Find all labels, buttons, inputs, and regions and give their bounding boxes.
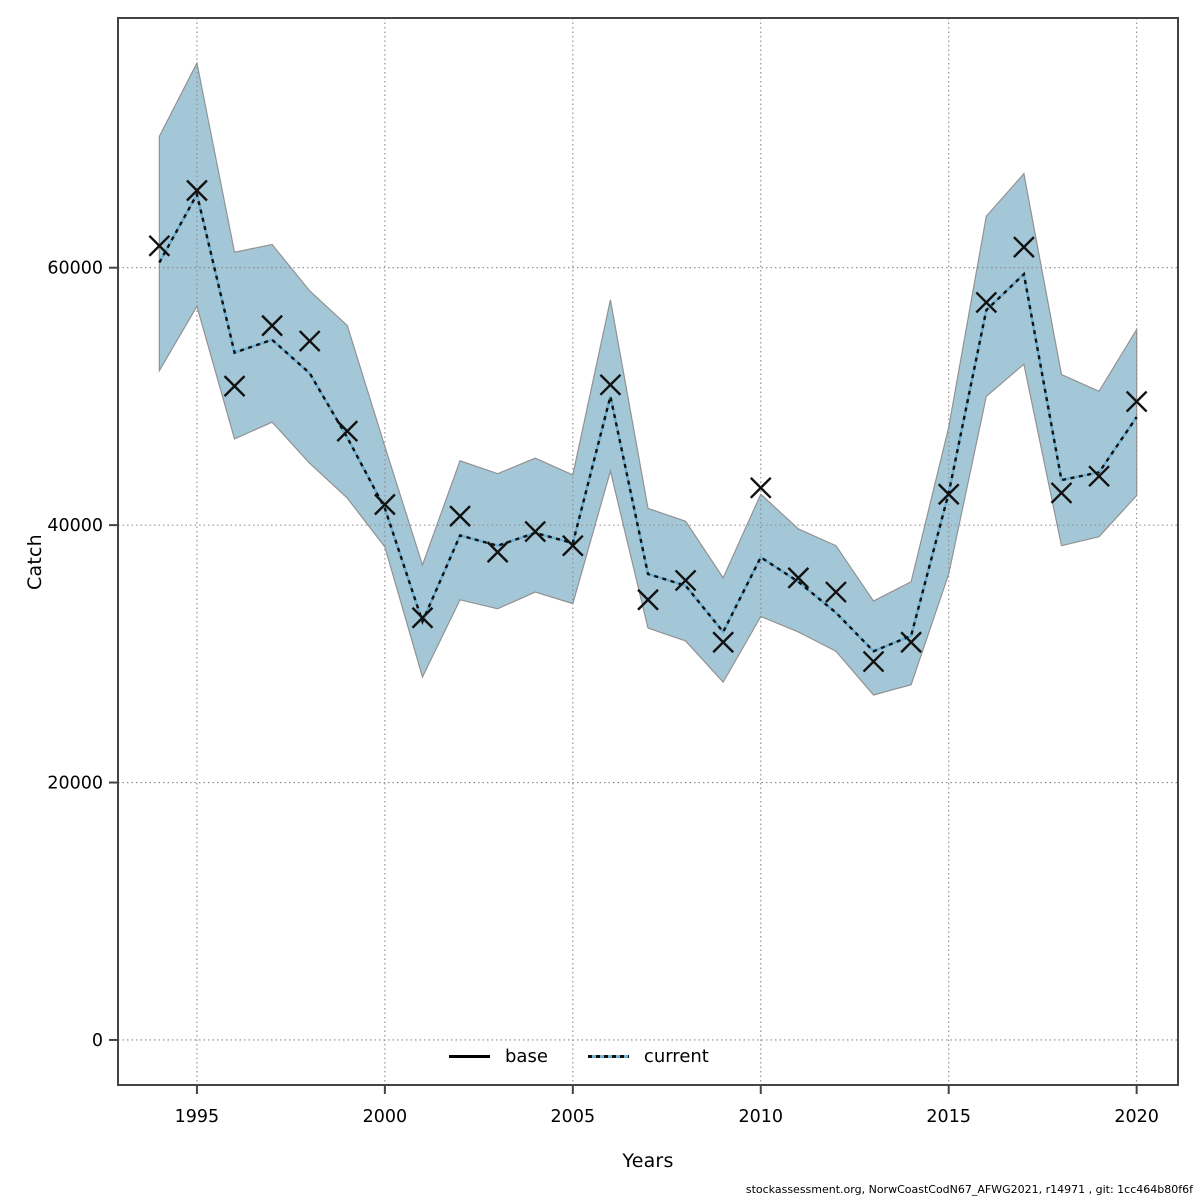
legend: base current bbox=[449, 1042, 749, 1070]
observed-catch-marker bbox=[561, 534, 584, 557]
x-tick-label: 2000 bbox=[363, 1107, 408, 1127]
legend-current-label: current bbox=[643, 1045, 709, 1067]
x-marker-stroke bbox=[561, 534, 584, 557]
x-marker-stroke bbox=[336, 420, 359, 443]
x-marker-stroke bbox=[674, 569, 697, 592]
x-marker-stroke bbox=[411, 606, 434, 629]
x-marker-stroke bbox=[712, 631, 735, 654]
x-marker-stroke bbox=[1013, 236, 1035, 258]
observed-catch-marker bbox=[298, 330, 321, 352]
y-tick-label: 60000 bbox=[47, 259, 103, 279]
observed-catch-marker bbox=[1013, 236, 1035, 258]
legend-base-label: base bbox=[505, 1045, 548, 1067]
observed-catch-marker bbox=[975, 291, 998, 314]
observed-catch-marker bbox=[599, 373, 622, 396]
observed-catch-marker bbox=[261, 314, 283, 337]
observed-catch-marker bbox=[336, 420, 359, 443]
x-marker-stroke bbox=[374, 493, 396, 516]
observed-catch-marker bbox=[411, 606, 434, 629]
x-marker-stroke bbox=[862, 650, 885, 673]
x-marker-stroke bbox=[1050, 482, 1073, 504]
observed-catch-marker bbox=[1125, 390, 1148, 413]
observed-catch-marker bbox=[374, 493, 396, 516]
observed-catch-marker bbox=[486, 541, 509, 563]
x-tick-label: 2010 bbox=[738, 1107, 783, 1127]
y-tick-label: 0 bbox=[92, 1031, 103, 1051]
x-marker-stroke bbox=[975, 291, 998, 314]
current-line bbox=[158, 191, 1138, 653]
y-axis-label: Catch bbox=[24, 534, 46, 590]
x-axis-label: Years bbox=[622, 1150, 674, 1172]
observed-catch-marker bbox=[1050, 482, 1073, 504]
observed-catch-marker bbox=[712, 631, 735, 654]
footer-attribution: stockassessment.org, NorwCoastCodN67_AFW… bbox=[745, 1183, 1193, 1196]
x-tick-label: 2020 bbox=[1114, 1107, 1159, 1127]
x-tick-label: 1995 bbox=[175, 1107, 220, 1127]
x-marker-stroke bbox=[186, 179, 208, 202]
x-marker-stroke bbox=[223, 375, 246, 397]
observed-catch-marker bbox=[186, 179, 208, 202]
x-tick-label: 2015 bbox=[926, 1107, 971, 1127]
x-marker-stroke bbox=[900, 631, 922, 654]
x-marker-stroke bbox=[1088, 465, 1110, 488]
observed-catch-marker bbox=[674, 569, 697, 592]
x-marker-stroke bbox=[787, 567, 810, 589]
x-marker-stroke bbox=[449, 505, 471, 527]
observed-catch-marker bbox=[449, 505, 471, 527]
x-marker-stroke bbox=[261, 314, 283, 337]
x-marker-stroke bbox=[749, 476, 772, 499]
x-marker-stroke bbox=[937, 483, 960, 506]
y-tick-label: 20000 bbox=[47, 774, 103, 794]
observed-catch-marker bbox=[749, 476, 772, 499]
y-tick-label: 40000 bbox=[47, 516, 103, 536]
x-marker-stroke bbox=[148, 234, 171, 257]
x-marker-stroke bbox=[524, 520, 547, 543]
observed-catch-marker bbox=[862, 650, 885, 673]
x-marker-stroke bbox=[637, 588, 659, 611]
x-marker-stroke bbox=[1125, 390, 1148, 413]
observed-catch-marker bbox=[148, 234, 171, 257]
observed-catch-marker bbox=[787, 567, 810, 589]
observed-catch-marker bbox=[524, 520, 547, 543]
observed-catch-marker bbox=[825, 581, 847, 603]
observed-catch-marker bbox=[900, 631, 922, 654]
legend-current-line-sample bbox=[587, 1054, 629, 1058]
plot-frame bbox=[117, 17, 1179, 1086]
x-marker-stroke bbox=[825, 581, 847, 603]
observed-catch-marker bbox=[223, 375, 246, 397]
x-tick-label: 2005 bbox=[551, 1107, 596, 1127]
x-marker-stroke bbox=[486, 541, 509, 563]
observed-catch-marker bbox=[1088, 465, 1110, 488]
observed-catch-marker bbox=[937, 483, 960, 506]
observed-catch-marker bbox=[637, 588, 659, 611]
x-marker-stroke bbox=[298, 330, 321, 352]
legend-base-line-sample bbox=[449, 1054, 490, 1058]
x-marker-stroke bbox=[599, 373, 622, 396]
